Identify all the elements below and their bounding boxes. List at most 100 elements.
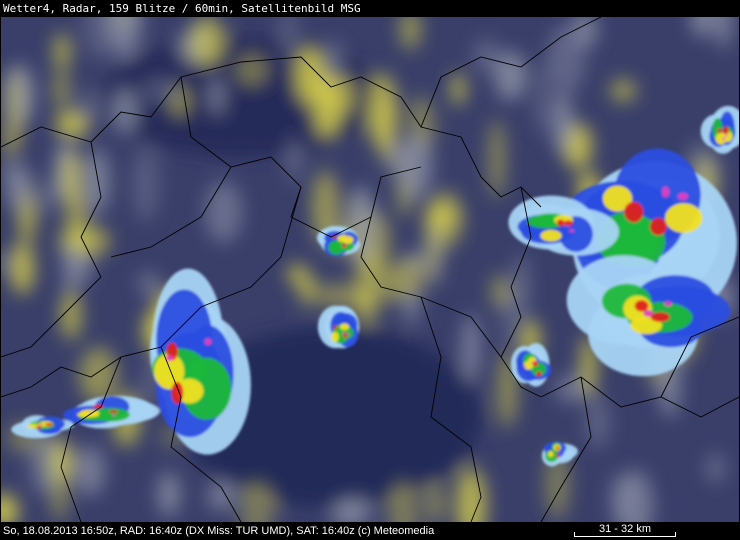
- cloud-patch: [367, 73, 398, 150]
- radar-echo: [602, 185, 633, 212]
- radar-echo: [333, 325, 338, 330]
- cloud-patch: [314, 74, 341, 138]
- cloud-patch: [455, 467, 487, 522]
- radar-satellite-map[interactable]: [1, 17, 739, 522]
- cloud-patch: [533, 63, 550, 133]
- cloud-patch: [207, 481, 236, 511]
- radar-echo: [725, 133, 728, 137]
- radar-echo: [154, 353, 185, 390]
- radar-echo: [45, 423, 54, 427]
- scale-bar: 31 - 32 km: [574, 523, 676, 539]
- radar-echo: [343, 333, 347, 339]
- cloud-patch: [572, 17, 598, 49]
- cloud-patch: [111, 88, 138, 134]
- radar-echo: [555, 454, 559, 458]
- country-borders: [1, 17, 739, 522]
- radar-echo: [108, 410, 119, 413]
- dark-clear-area: [181, 327, 481, 507]
- cloud-patch: [141, 78, 181, 104]
- radar-echo: [715, 132, 727, 145]
- cloud-patch: [584, 395, 611, 449]
- cloud-patch: [208, 76, 225, 115]
- scale-line: [574, 532, 676, 537]
- radar-echo: [559, 452, 561, 454]
- radar-echo: [565, 224, 570, 227]
- cloud-patch: [10, 241, 35, 295]
- cloud-patch: [239, 482, 275, 522]
- cloud-patch: [299, 276, 319, 306]
- radar-echo: [624, 201, 644, 223]
- radar-echo: [556, 446, 560, 450]
- cloud-patch: [132, 147, 159, 222]
- radar-echo: [722, 136, 726, 141]
- cloud-patch: [74, 446, 106, 496]
- radar-echo: [171, 381, 184, 405]
- cloud-patch: [451, 72, 465, 106]
- cloud-patch: [61, 148, 82, 207]
- title-bar: Wetter4, Radar, 159 Blitze / 60min, Sate…: [0, 0, 740, 17]
- cloud-patch: [426, 220, 443, 288]
- timestamp-info: So, 18.08.2013 16:50z, RAD: 16:40z (DX M…: [3, 525, 435, 537]
- cloud-patch: [157, 472, 180, 517]
- radar-echo: [339, 323, 350, 331]
- cloud-patch: [388, 482, 419, 522]
- cloud-patch: [62, 239, 76, 294]
- cloud-patch: [236, 54, 268, 86]
- radar-echo: [341, 331, 345, 335]
- cloud-patch: [610, 78, 637, 103]
- cloud-patch: [190, 17, 225, 66]
- radar-echo: [93, 404, 104, 409]
- radar-echo: [39, 422, 42, 424]
- cloud-patch: [425, 483, 446, 522]
- cloud-patch: [494, 51, 527, 101]
- radar-echo: [634, 300, 649, 312]
- cloud-patch: [490, 274, 510, 309]
- cloud-patch: [546, 25, 586, 94]
- cloud-patch: [716, 17, 731, 49]
- cloud-patch: [354, 247, 381, 325]
- cloud-patch: [76, 89, 100, 126]
- cloud-patch: [393, 256, 427, 298]
- radar-echo: [643, 309, 654, 317]
- radar-echo: [717, 128, 722, 134]
- cloud-patch: [53, 69, 70, 110]
- scale-label: 31 - 32 km: [599, 523, 651, 535]
- radar-echo: [661, 186, 670, 198]
- cloud-patch: [555, 374, 587, 403]
- radar-echo: [722, 126, 729, 135]
- cloud-patch: [513, 254, 529, 322]
- radar-echo: [649, 217, 667, 236]
- radar-echo-layer: [11, 105, 739, 467]
- radar-echo: [39, 423, 43, 425]
- radar-echo: [556, 219, 565, 227]
- cloud-patch: [311, 170, 339, 245]
- cloud-patch: [5, 170, 34, 211]
- radar-echo: [342, 235, 354, 244]
- radar-echo: [165, 355, 174, 362]
- radar-echo: [523, 364, 527, 368]
- radar-echo: [677, 192, 689, 201]
- cloud-patch: [204, 181, 243, 243]
- radar-echo: [532, 361, 539, 367]
- cloud-patch: [53, 32, 71, 71]
- cloud-patch: [39, 177, 58, 216]
- cloud-patch: [326, 40, 341, 85]
- cloud-patch: [488, 119, 506, 199]
- radar-echo: [664, 301, 672, 307]
- radar-echo: [547, 451, 554, 458]
- cloud-patch: [399, 17, 421, 50]
- status-bar: So, 18.08.2013 16:50z, RAD: 16:40z (DX M…: [0, 522, 740, 540]
- radar-echo: [569, 229, 575, 233]
- radar-echo: [530, 362, 533, 365]
- radar-echo: [665, 203, 703, 233]
- cloud-patch: [83, 17, 117, 60]
- cloud-patch: [138, 272, 160, 295]
- radar-echo: [536, 371, 542, 377]
- cloud-patch: [462, 314, 480, 382]
- cloud-patch: [691, 17, 713, 38]
- cloud-patch: [1, 493, 19, 522]
- cloud-patch: [473, 38, 500, 73]
- radar-echo: [346, 236, 349, 239]
- cloud-patch: [398, 133, 433, 199]
